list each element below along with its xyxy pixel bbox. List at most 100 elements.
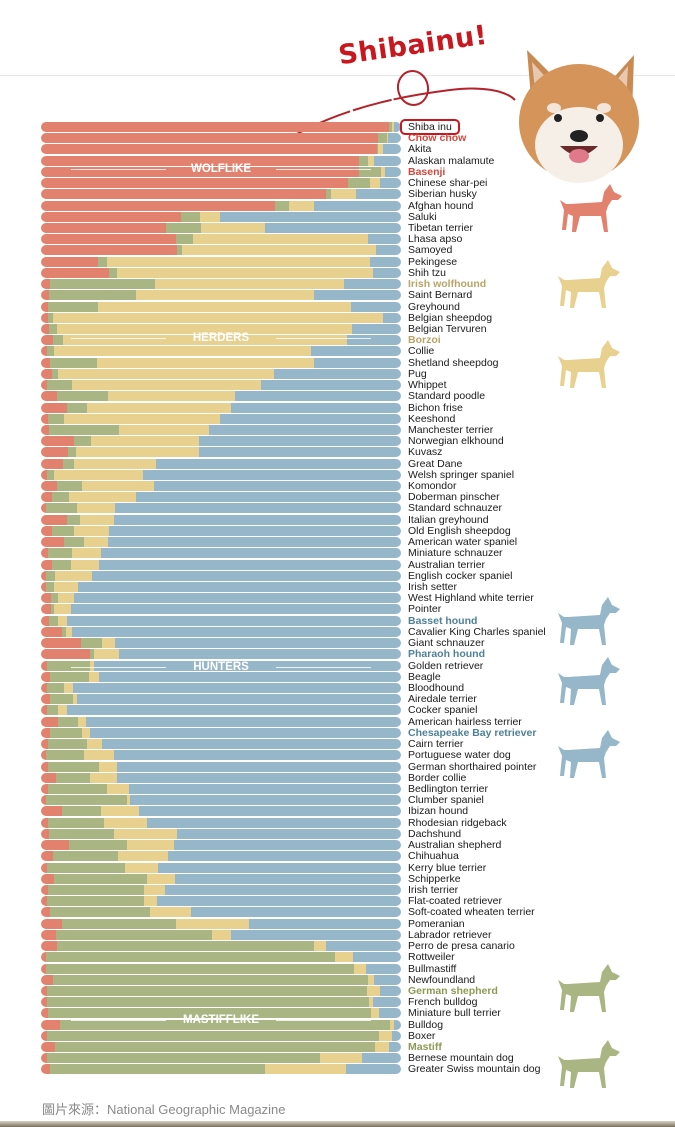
bar-segment-mastiff (46, 952, 335, 963)
breed-label: Collie (408, 345, 435, 358)
breed-label: Kuvasz (408, 446, 443, 459)
breed-label: Bernese mountain dog (408, 1052, 514, 1065)
bar-segment-wolf (41, 222, 166, 233)
breed-label: Irish terrier (408, 883, 459, 896)
bar-segment-herder (380, 166, 385, 177)
bar-segment-herder (264, 1064, 346, 1075)
bar-row: English cocker spaniel (41, 569, 561, 582)
bar-segment-herder (389, 1019, 395, 1030)
bar-segment-wolf (41, 178, 349, 189)
breed-label: Basset hound (408, 614, 478, 627)
bar-segment-mastiff (325, 189, 331, 200)
dog-silhouette-icon (558, 1040, 620, 1088)
bar-row: Greyhound (41, 301, 561, 313)
bar-segment-herder (368, 155, 375, 166)
bar-segment-hunter (273, 368, 401, 379)
bar-segment-hunter (265, 222, 401, 233)
stacked-bar (41, 1064, 401, 1075)
bar-segment-mastiff (69, 840, 128, 851)
bar-segment-hunter (350, 301, 401, 312)
bar-segment-wolf (41, 1042, 55, 1053)
bar-segment-wolf (41, 122, 390, 132)
breed-label: Bedlington terrier (408, 782, 488, 795)
stacked-bar (41, 638, 401, 649)
bar-segment-hunter (74, 593, 401, 604)
breed-label: Greater Swiss mountain dog (408, 1063, 541, 1076)
stacked-bar (41, 896, 401, 907)
bar-segment-mastiff (165, 222, 202, 233)
bar-segment-herder (149, 907, 192, 918)
bar-segment-mastiff (57, 481, 83, 492)
bar-segment-wolf (41, 548, 48, 559)
breed-label: English cocker spaniel (408, 569, 513, 582)
bar-segment-wolf (41, 985, 47, 996)
bar-row: Pekingese (41, 256, 561, 268)
stacked-bar (41, 985, 401, 996)
bar-segment-mastiff (61, 806, 102, 817)
bar-row: Borzoi (41, 334, 561, 346)
bar-segment-mastiff (67, 514, 81, 525)
bar-segment-herder (377, 144, 383, 155)
stacked-bar (41, 840, 401, 851)
bar-segment-wolf (41, 705, 47, 716)
stacked-bar (41, 312, 401, 323)
bar-segment-wolf (41, 368, 52, 379)
bar-row: Bernese mountain dog (41, 1052, 561, 1065)
stacked-bar (41, 828, 401, 839)
bar-segment-hunter (219, 413, 401, 424)
breed-label: Saluki (408, 210, 437, 223)
bar-segment-herder (117, 851, 169, 862)
bar-segment-mastiff (53, 873, 148, 884)
bar-row: Bedlington terrier (41, 782, 561, 795)
bar-segment-mastiff (59, 1019, 390, 1030)
stacked-bar (41, 413, 401, 424)
stacked-bar (41, 750, 401, 761)
bar-segment-mastiff (46, 795, 128, 806)
bar-segment-mastiff (50, 727, 83, 738)
group-label-wolflike: WOLFLIKE (41, 163, 401, 175)
breed-label: Cavalier King Charles spaniel (408, 625, 546, 638)
bar-segment-herder (116, 267, 373, 278)
bar-row: Belgian sheepdog (41, 312, 561, 324)
bar-segment-wolf (41, 615, 50, 626)
bar-segment-wolf (41, 997, 47, 1008)
bar-segment-wolf (41, 761, 49, 772)
group-label-text: MASTIFFLIKE (182, 1014, 260, 1026)
bar-row: American water spaniel (41, 536, 561, 548)
bar-segment-herder (87, 402, 231, 413)
bar-segment-herder (386, 133, 389, 144)
bar-segment-herder (55, 570, 93, 581)
bar-segment-herder (354, 963, 367, 974)
bar-segment-mastiff (61, 626, 67, 637)
bar-segment-wolf (41, 211, 182, 222)
bar-segment-mastiff (46, 896, 144, 907)
bar-row: Komondor (41, 480, 561, 492)
bar-segment-herder (75, 447, 199, 458)
stacked-bar (41, 166, 401, 177)
bar-segment-herder (54, 469, 143, 480)
stacked-bar (41, 694, 401, 705)
breed-label: Flat-coated retriever (408, 895, 502, 908)
stacked-bar (41, 929, 401, 940)
breed-label: Boxer (408, 1029, 436, 1042)
bar-segment-hunter (71, 626, 401, 637)
bar-segment-mastiff (48, 413, 65, 424)
bar-segment-hunter (101, 739, 401, 750)
breed-label: Doberman pinscher (408, 491, 500, 504)
bar-segment-herder (334, 952, 354, 963)
stacked-bar (41, 660, 401, 671)
bar-segment-mastiff (50, 907, 150, 918)
bar-segment-herder (124, 862, 158, 873)
bar-segment-hunter (372, 997, 401, 1008)
bar-segment-herder (176, 918, 250, 929)
bar-row: Saluki (41, 210, 561, 223)
bar-segment-wolf (41, 582, 47, 593)
bar-segment-hunter (76, 694, 401, 705)
breed-label: Standard poodle (408, 390, 486, 403)
bar-segment-hunter (249, 918, 401, 929)
bar-row: Pug (41, 368, 561, 380)
dog-silhouette-icon (558, 730, 620, 778)
bar-segment-herder (66, 626, 72, 637)
bar-segment-herder (119, 424, 210, 435)
